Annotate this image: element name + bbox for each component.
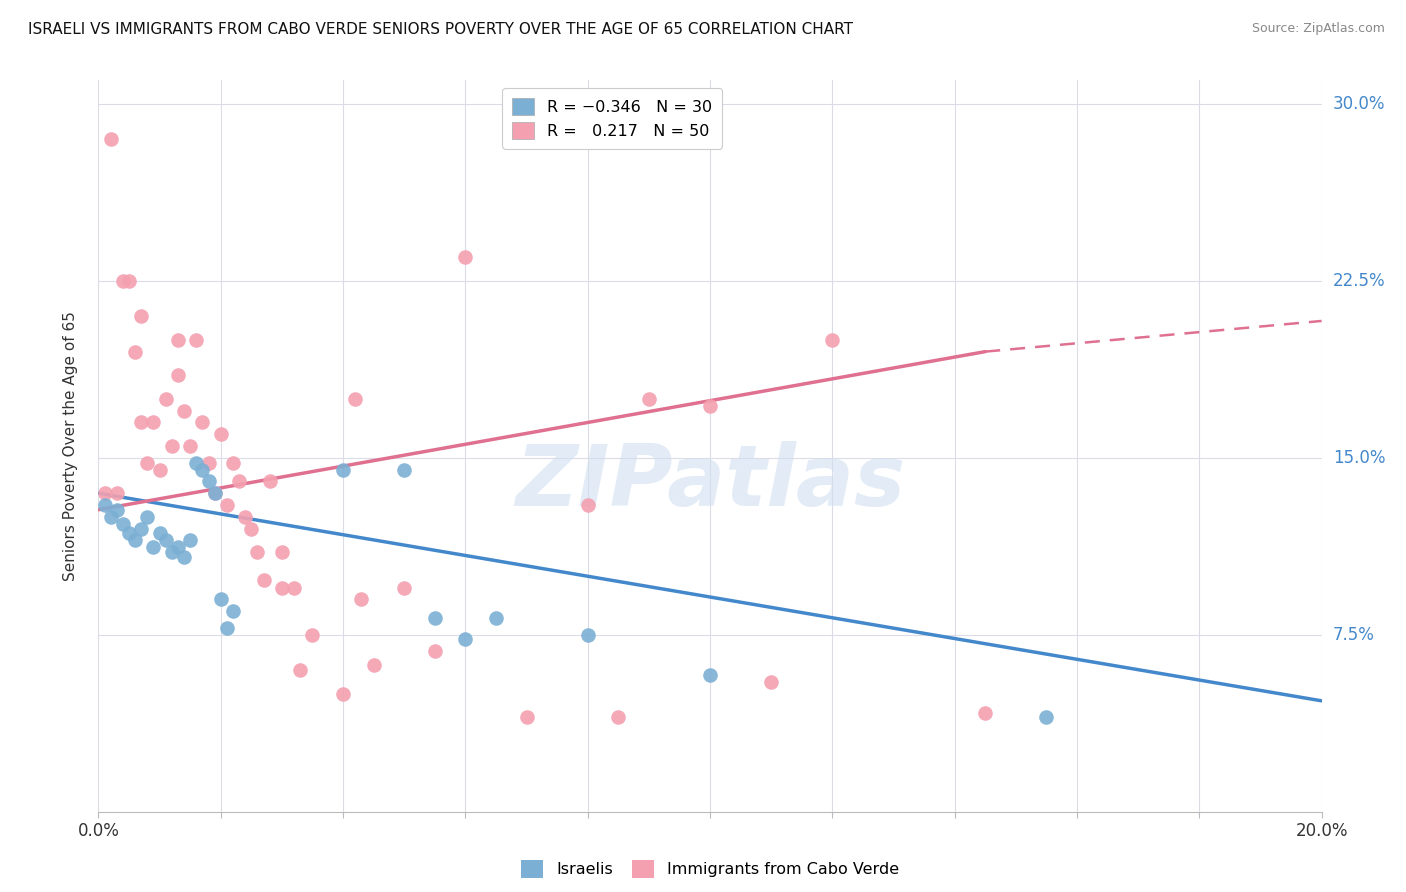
Point <box>252 574 274 588</box>
Point <box>93 498 115 512</box>
Point <box>344 392 367 406</box>
Point <box>270 545 292 559</box>
Point <box>124 344 146 359</box>
Point <box>173 403 195 417</box>
Point <box>233 509 256 524</box>
Point <box>173 549 195 564</box>
Point <box>118 526 141 541</box>
Point <box>209 592 232 607</box>
Point <box>290 663 312 677</box>
Point <box>699 668 721 682</box>
Point <box>191 462 214 476</box>
Text: 22.5%: 22.5% <box>1333 272 1385 290</box>
Point <box>167 368 190 383</box>
Point <box>215 621 238 635</box>
Point <box>974 706 997 720</box>
Text: 15.0%: 15.0% <box>1333 449 1385 467</box>
Point <box>100 509 122 524</box>
Point <box>392 462 416 476</box>
Point <box>142 541 165 555</box>
Point <box>124 533 146 548</box>
Point <box>179 439 201 453</box>
Point <box>363 658 385 673</box>
Point <box>215 498 238 512</box>
Point <box>240 522 263 536</box>
Point <box>204 486 226 500</box>
Point <box>301 628 323 642</box>
Point <box>1035 710 1057 724</box>
Point <box>149 526 172 541</box>
Point <box>228 475 250 489</box>
Point <box>350 592 373 607</box>
Point <box>111 516 134 531</box>
Point <box>607 710 630 724</box>
Text: ZIPatlas: ZIPatlas <box>515 441 905 524</box>
Point <box>576 498 599 512</box>
Point <box>197 475 219 489</box>
Point <box>129 522 152 536</box>
Point <box>142 416 165 430</box>
Point <box>160 545 183 559</box>
Point <box>423 644 446 658</box>
Point <box>155 533 177 548</box>
Point <box>222 604 245 618</box>
Point <box>821 333 844 347</box>
Point <box>204 486 226 500</box>
Text: ISRAELI VS IMMIGRANTS FROM CABO VERDE SENIORS POVERTY OVER THE AGE OF 65 CORRELA: ISRAELI VS IMMIGRANTS FROM CABO VERDE SE… <box>28 22 853 37</box>
Point <box>332 462 354 476</box>
Text: Source: ZipAtlas.com: Source: ZipAtlas.com <box>1251 22 1385 36</box>
Point <box>155 392 177 406</box>
Point <box>179 533 201 548</box>
Point <box>136 456 159 470</box>
Point <box>222 456 245 470</box>
Point <box>149 462 172 476</box>
Point <box>100 132 122 146</box>
Point <box>197 456 219 470</box>
Point <box>423 611 446 625</box>
Point <box>209 427 232 442</box>
Point <box>191 416 214 430</box>
Point <box>129 310 152 324</box>
Point <box>105 502 128 516</box>
Point <box>246 545 269 559</box>
Text: 30.0%: 30.0% <box>1333 95 1385 113</box>
Point <box>167 333 190 347</box>
Point <box>111 274 134 288</box>
Point <box>485 611 508 625</box>
Point <box>392 581 416 595</box>
Y-axis label: Seniors Poverty Over the Age of 65: Seniors Poverty Over the Age of 65 <box>63 311 77 581</box>
Point <box>186 456 208 470</box>
Point <box>283 581 305 595</box>
Point <box>270 581 292 595</box>
Point <box>454 632 477 647</box>
Point <box>186 333 208 347</box>
Point <box>129 416 152 430</box>
Point <box>759 675 782 690</box>
Point <box>454 250 477 264</box>
Point <box>259 475 281 489</box>
Point <box>118 274 141 288</box>
Legend: Israelis, Immigrants from Cabo Verde: Israelis, Immigrants from Cabo Verde <box>515 854 905 884</box>
Point <box>167 541 190 555</box>
Point <box>160 439 183 453</box>
Point <box>699 399 721 413</box>
Point <box>516 710 538 724</box>
Point <box>332 687 354 701</box>
Point <box>576 628 599 642</box>
Point <box>93 486 115 500</box>
Point <box>637 392 661 406</box>
Point <box>136 509 159 524</box>
Text: 7.5%: 7.5% <box>1333 626 1375 644</box>
Point <box>105 486 128 500</box>
